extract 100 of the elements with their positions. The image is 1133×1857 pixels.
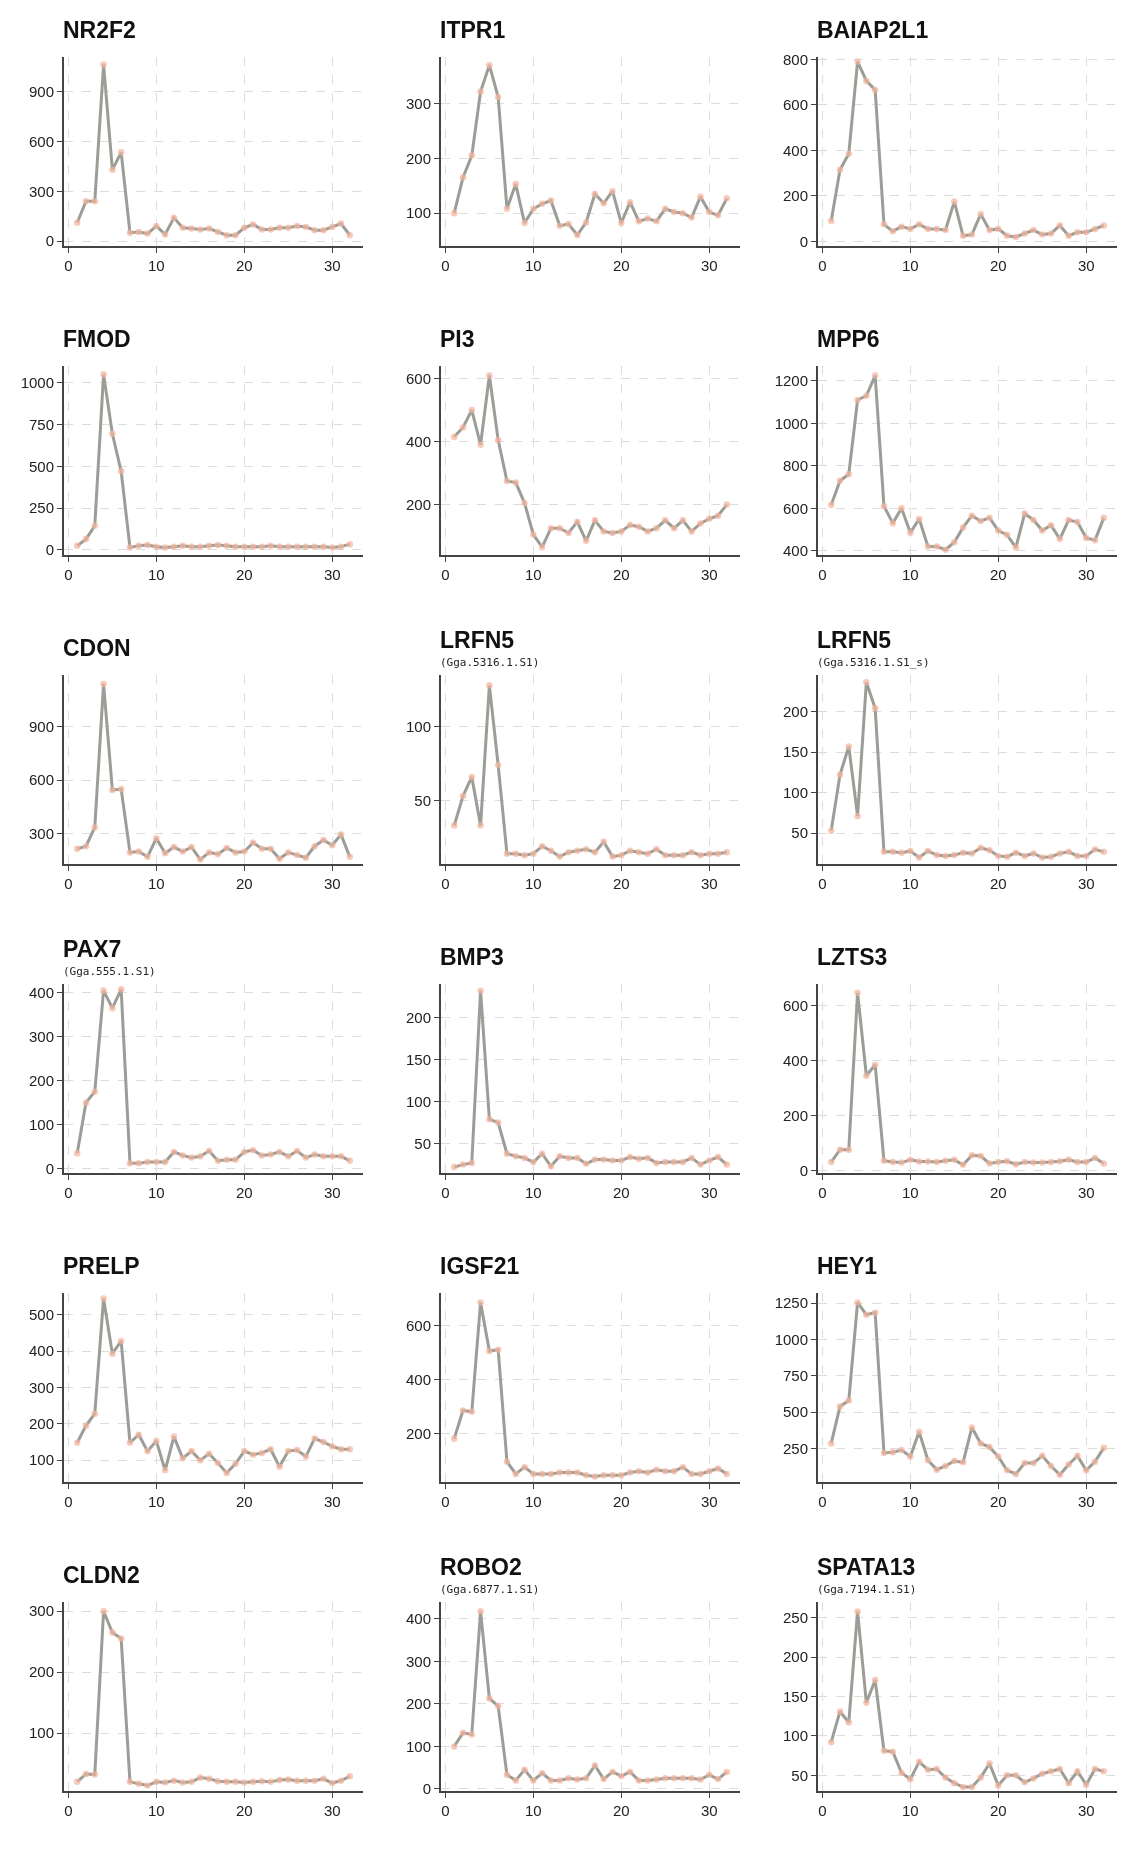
point [135, 228, 142, 236]
y-tick-label: 200 [405, 1008, 431, 1026]
y-tick-label: 600 [28, 771, 54, 789]
point [863, 77, 870, 85]
point [249, 839, 257, 846]
point [337, 543, 345, 550]
point [1003, 232, 1011, 239]
x-tick-label: 0 [818, 257, 827, 274]
point [951, 198, 958, 205]
point [241, 1148, 248, 1156]
point [907, 1453, 914, 1460]
point [600, 200, 607, 207]
point [179, 848, 186, 855]
point [188, 1778, 195, 1786]
point [679, 1158, 687, 1166]
point [907, 529, 914, 536]
point [1100, 1444, 1108, 1452]
point [459, 424, 467, 431]
point [880, 848, 888, 856]
point [477, 987, 484, 994]
point [723, 1161, 731, 1168]
point [468, 1731, 476, 1738]
point [450, 1743, 458, 1750]
point [915, 1428, 923, 1436]
point [968, 850, 976, 857]
point [977, 1152, 984, 1160]
point [924, 543, 932, 550]
point [714, 512, 722, 519]
point [486, 682, 493, 689]
y-tick-label: 200 [782, 187, 808, 205]
point [1100, 848, 1108, 856]
point [1039, 527, 1046, 534]
point [898, 223, 905, 230]
y-tick-label: 750 [782, 1367, 808, 1385]
x-tick-label: 0 [64, 257, 73, 274]
y-tick-label: 200 [405, 1424, 431, 1442]
y-tick-label: 150 [782, 1687, 808, 1705]
point [161, 544, 169, 551]
chart-title: BAIAP2L1 [817, 17, 929, 43]
point [1003, 1157, 1011, 1165]
point [889, 519, 896, 527]
x-tick-label: 20 [235, 875, 253, 892]
point [311, 842, 318, 850]
point [836, 1403, 844, 1410]
point [144, 541, 151, 549]
chart-title: LZTS3 [817, 944, 888, 970]
point [302, 1154, 310, 1161]
point [1003, 1467, 1011, 1474]
chart-subtitle: (Gga.5316.1.S1) [440, 656, 540, 669]
point [249, 543, 257, 550]
point [1091, 225, 1099, 233]
point [942, 546, 949, 553]
x-tick-label: 10 [525, 875, 542, 892]
point [197, 856, 204, 863]
point [670, 208, 678, 216]
x-tick-label: 20 [612, 566, 630, 583]
point [521, 1154, 528, 1162]
point [995, 1453, 1002, 1460]
point [512, 479, 519, 486]
point [591, 517, 599, 524]
point [223, 231, 230, 239]
point [889, 1448, 896, 1456]
point [924, 1158, 932, 1165]
point [521, 851, 528, 859]
point [117, 149, 125, 156]
point [653, 845, 660, 853]
point [320, 227, 327, 234]
point [346, 1446, 354, 1453]
point [117, 1635, 125, 1642]
x-tick-label: 30 [1077, 1802, 1095, 1819]
point [258, 1449, 266, 1457]
point [609, 1768, 616, 1776]
y-tick-label: 0 [45, 541, 54, 559]
x-tick-label: 20 [612, 1802, 630, 1819]
point [1039, 1770, 1046, 1777]
point [574, 231, 581, 239]
point [223, 1778, 230, 1786]
point [91, 522, 99, 529]
point [933, 851, 940, 859]
x-tick-label: 20 [235, 566, 253, 583]
point [538, 1769, 546, 1777]
y-tick-label: 300 [28, 824, 54, 842]
point [898, 505, 905, 512]
point [986, 514, 993, 522]
point [995, 1782, 1002, 1789]
point [854, 58, 861, 65]
point [328, 544, 336, 551]
point [662, 517, 669, 524]
point [293, 1147, 301, 1155]
point [459, 792, 467, 800]
point [836, 477, 844, 484]
point [468, 406, 476, 414]
point [328, 842, 336, 849]
point [320, 1438, 327, 1446]
point [723, 501, 731, 508]
point [179, 224, 186, 232]
point [679, 517, 687, 524]
point [161, 850, 169, 857]
x-tick-label: 10 [525, 1802, 542, 1819]
point [170, 1148, 178, 1156]
